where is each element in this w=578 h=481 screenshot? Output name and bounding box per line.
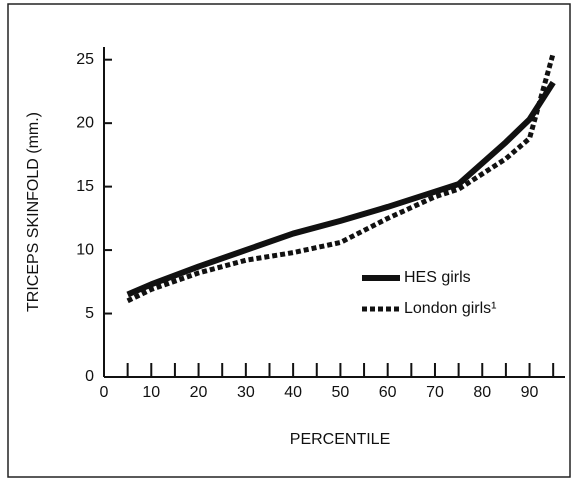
x-tick-label: 50: [332, 384, 350, 401]
x-tick-label: 30: [237, 384, 255, 401]
x-tick-label: 0: [100, 384, 109, 401]
y-tick-label: 20: [76, 114, 94, 131]
legend-label: HES girls: [404, 269, 471, 286]
x-tick-label: 80: [473, 384, 491, 401]
y-tick-label: 0: [85, 368, 94, 385]
x-tick-label: 40: [284, 384, 302, 401]
legend-label: London girls¹: [404, 300, 497, 317]
series-line: [126, 80, 556, 298]
x-tick-label: 10: [142, 384, 160, 401]
x-tick-label: 70: [426, 384, 444, 401]
y-tick-label: 10: [76, 241, 94, 258]
y-tick-label: 25: [76, 51, 94, 68]
x-tick-label: 60: [379, 384, 397, 401]
x-tick-label: 90: [521, 384, 539, 401]
x-tick-label: 20: [190, 384, 208, 401]
x-axis-label: PERCENTILE: [290, 431, 390, 448]
frame: [7, 3, 571, 478]
series-line: [126, 52, 556, 304]
y-tick-label: 5: [85, 305, 94, 322]
y-axis-label: TRICEPS SKINFOLD (mm.): [25, 112, 42, 312]
y-tick-label: 15: [76, 178, 94, 195]
